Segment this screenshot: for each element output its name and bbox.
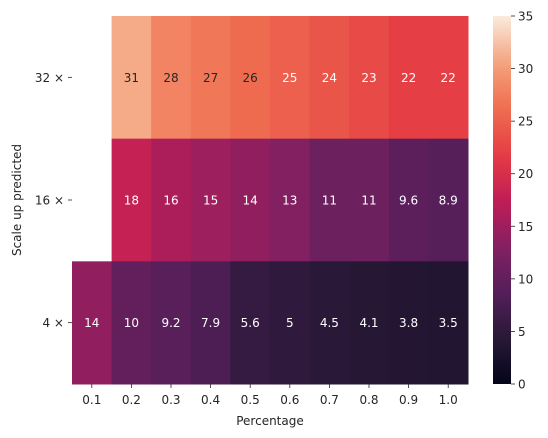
- colorbar-tick-label: 35: [518, 10, 533, 24]
- colorbar-tick-label: 5: [518, 325, 526, 339]
- heatmap-cell: [428, 138, 469, 262]
- colorbar-tick-label: 15: [518, 220, 533, 234]
- x-axis-label: Percentage: [236, 414, 304, 428]
- cell-value-label: 3.8: [399, 316, 418, 330]
- colorbar-tick-label: 10: [518, 272, 533, 286]
- cell-value-label: 18: [124, 194, 139, 208]
- cell-value-label: 9.6: [399, 194, 418, 208]
- heatmap-cell: [270, 16, 311, 140]
- heatmap-cell: [309, 16, 350, 140]
- cell-value-label: 25: [282, 71, 297, 85]
- heatmap-cell: [270, 138, 311, 262]
- heatmap-cells: [72, 16, 469, 385]
- x-tick-label: 0.9: [399, 393, 418, 407]
- cell-value-label: 4.1: [359, 316, 378, 330]
- heatmap-cell: [151, 261, 192, 385]
- cell-value-label: 14: [243, 194, 258, 208]
- y-tick-label: 32 ×: [35, 71, 64, 85]
- x-tick-label: 1.0: [439, 393, 458, 407]
- colorbar-tick-label: 20: [518, 167, 533, 181]
- x-tick-label: 0.3: [161, 393, 180, 407]
- heatmap-cell: [111, 261, 152, 385]
- x-tick-label: 0.5: [241, 393, 260, 407]
- heatmap-cell: [349, 261, 390, 385]
- y-axis-label: Scale up predicted: [10, 144, 24, 256]
- heatmap-cell: [111, 138, 152, 262]
- cell-value-label: 31: [124, 71, 139, 85]
- x-tick-label: 0.2: [122, 393, 141, 407]
- x-tick-label: 0.7: [320, 393, 339, 407]
- heatmap-cell: [270, 261, 311, 385]
- cell-value-label: 22: [441, 71, 456, 85]
- heatmap-cell: [309, 261, 350, 385]
- heatmap-cell: [230, 16, 271, 140]
- heatmap-cell: [349, 138, 390, 262]
- heatmap-cell: [309, 138, 350, 262]
- cell-value-label: 5.6: [241, 316, 260, 330]
- heatmap-cell: [190, 138, 231, 262]
- heatmap-cell: [111, 16, 152, 140]
- heatmap-cell: [388, 261, 429, 385]
- cell-value-label: 13: [282, 194, 297, 208]
- cell-value-label: 23: [361, 71, 376, 85]
- colorbar-tick-label: 0: [518, 378, 526, 392]
- heatmap-cell: [151, 138, 192, 262]
- x-tick-label: 0.1: [82, 393, 101, 407]
- cell-value-label: 27: [203, 71, 218, 85]
- cell-value-label: 16: [163, 194, 178, 208]
- heatmap-cell: [428, 16, 469, 140]
- heatmap-cell: [72, 261, 113, 385]
- cell-value-label: 22: [401, 71, 416, 85]
- cell-value-label: 14: [84, 316, 99, 330]
- cell-value-label: 7.9: [201, 316, 220, 330]
- heatmap-cell-labels: 31 28 27 26 25 24 23 22 22 18 16 15 14 13 11 11 9.6 8.9 14…: [84, 71, 458, 330]
- cell-value-label: 26: [243, 71, 258, 85]
- cell-value-label: 4.5: [320, 316, 339, 330]
- x-tick-label: 0.8: [359, 393, 378, 407]
- cell-value-label: 10: [124, 316, 139, 330]
- cell-value-label: 15: [203, 194, 218, 208]
- cell-value-label: 3.5: [439, 316, 458, 330]
- colorbar-tick-label: 30: [518, 62, 533, 76]
- heatmap-cell: [190, 261, 231, 385]
- cell-value-label: 5: [286, 316, 294, 330]
- x-tick-label: 0.4: [201, 393, 220, 407]
- heatmap-cell: [230, 138, 271, 262]
- cell-value-label: 9.2: [161, 316, 180, 330]
- colorbar-tick-label: 25: [518, 115, 533, 129]
- colorbar: [493, 16, 511, 384]
- heatmap-cell: [388, 138, 429, 262]
- cell-value-label: 8.9: [439, 194, 458, 208]
- cell-value-label: 11: [322, 194, 337, 208]
- x-tick-label: 0.6: [280, 393, 299, 407]
- cell-value-label: 28: [163, 71, 178, 85]
- heatmap-cell: [388, 16, 429, 140]
- y-tick-label: 4 ×: [42, 316, 64, 330]
- heatmap-cell: [428, 261, 469, 385]
- colorbar-ticks: 0 5 10 15 20 25 30 35: [511, 10, 533, 392]
- heatmap-cell: [349, 16, 390, 140]
- y-tick-label: 16 ×: [35, 194, 64, 208]
- heatmap-cell: [151, 16, 192, 140]
- x-axis-ticks: 0.1 0.2 0.3 0.4 0.5 0.6 0.7 0.8 0.9 1.0: [82, 384, 458, 407]
- heatmap-cell: [230, 261, 271, 385]
- cell-value-label: 24: [322, 71, 337, 85]
- heatmap-cell: [190, 16, 231, 140]
- cell-value-label: 11: [361, 194, 376, 208]
- y-axis-ticks: 32 × 16 × 4 ×: [35, 71, 72, 330]
